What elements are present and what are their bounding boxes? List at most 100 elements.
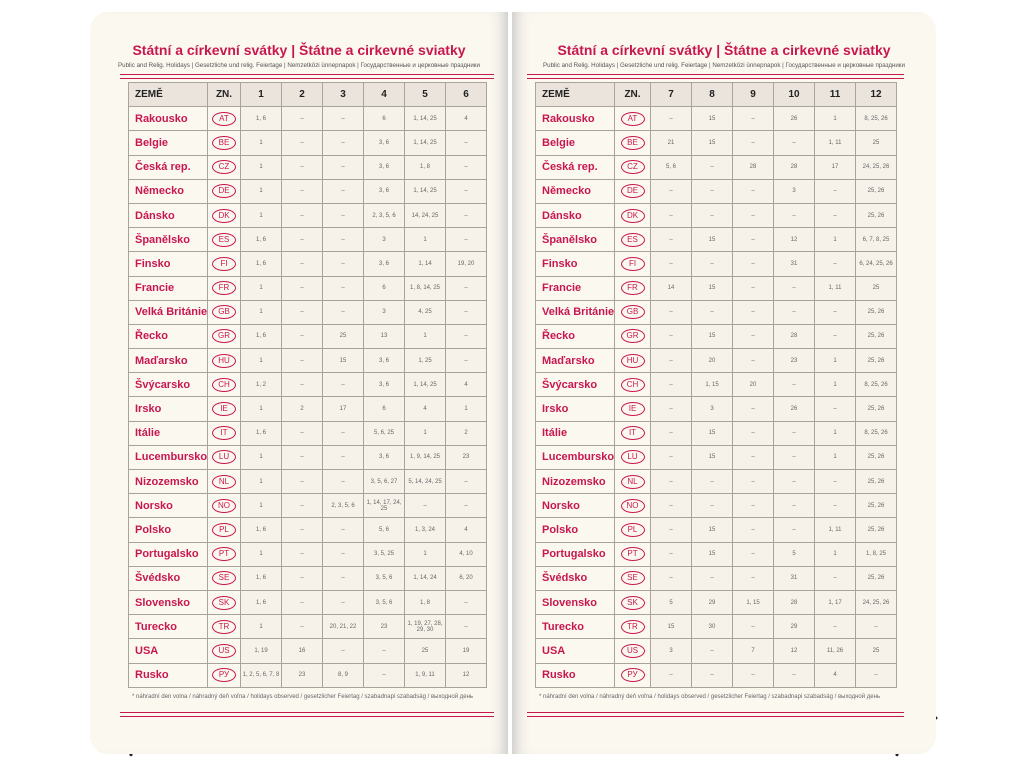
- table-row: Nizozemsko NL 1– –3, 5, 6, 27 5, 14, 24, 25–: [128, 468, 487, 495]
- holiday-dates: 1: [240, 468, 282, 495]
- holiday-dates: 31: [773, 565, 815, 591]
- header-row: ZEMĚ ZN. 1 2 3 4 5 6: [128, 81, 487, 108]
- code-badge: SK: [212, 595, 236, 610]
- holiday-dates: –: [691, 493, 733, 519]
- holiday-dates: 1, 2, 5, 6, 7, 8: [240, 662, 282, 688]
- country-code: BE: [207, 130, 241, 156]
- holiday-dates: 3, 6: [363, 130, 405, 156]
- country-code: NO: [614, 493, 651, 519]
- holiday-dates: 3: [363, 299, 405, 325]
- holiday-dates: 25, 26: [855, 493, 897, 519]
- country-name: Maďarsko: [128, 348, 208, 374]
- holiday-dates: –: [732, 227, 774, 253]
- holiday-dates: 26: [773, 106, 815, 132]
- country-name: Velká Británie: [128, 299, 208, 325]
- holiday-dates: –: [691, 565, 733, 591]
- table-row: Maďarsko HU –20–23 1 25, 26: [535, 348, 897, 374]
- country-code: TR: [207, 614, 241, 640]
- holiday-dates: –: [445, 493, 487, 519]
- code-badge: DE: [212, 184, 236, 199]
- holiday-dates: 29: [773, 614, 815, 640]
- holiday-dates: 20: [732, 372, 774, 398]
- holiday-dates: –: [732, 323, 774, 350]
- holiday-dates: –: [814, 323, 856, 350]
- code-badge: PT: [212, 547, 236, 562]
- code-badge: NL: [620, 474, 645, 489]
- holiday-dates: 1: [240, 396, 282, 422]
- code-badge: HU: [620, 353, 645, 368]
- holiday-dates: –: [445, 154, 487, 180]
- header-cell: 12: [855, 81, 897, 108]
- code-badge: NL: [212, 474, 236, 489]
- header-row: ZEMĚ ZN. 7 8 9 10 11 12: [535, 81, 897, 108]
- holiday-dates: 25, 26: [855, 444, 897, 471]
- holiday-dates: 29: [691, 589, 733, 616]
- footnote: * náhradní den volna / náhradný deň voľn…: [539, 694, 881, 700]
- country-name: Francie: [535, 275, 615, 301]
- holiday-dates: –: [814, 299, 856, 325]
- header-cell: 8: [691, 81, 733, 108]
- holiday-dates: –: [281, 323, 323, 350]
- holiday-dates: –: [281, 517, 323, 543]
- holiday-dates: –: [773, 468, 815, 495]
- table-row: Slovensko SK 5 29 1, 15 28 1, 17 24, 25, 26: [535, 589, 897, 616]
- country-code: GR: [207, 323, 241, 350]
- holiday-dates: 2: [281, 396, 323, 422]
- country-name: Švédsko: [535, 565, 615, 591]
- holiday-dates: 21: [650, 130, 692, 156]
- code-badge: LU: [620, 450, 645, 465]
- table-row: Finsko FI 1, 6– –3, 6 1, 14 19, 20: [128, 251, 487, 277]
- code-badge: US: [620, 643, 645, 658]
- holiday-dates: –: [814, 565, 856, 591]
- holiday-dates: –: [322, 130, 364, 156]
- holiday-dates: 25, 26: [855, 565, 897, 591]
- holiday-dates: 5, 6: [650, 154, 692, 180]
- table-row: Švýcarsko CH –1, 15 20–1 8, 25, 26: [535, 372, 897, 398]
- holiday-dates: 25: [404, 638, 446, 664]
- holiday-dates: 5: [650, 589, 692, 616]
- holiday-dates: 1: [404, 541, 446, 567]
- country-name: Rakousko: [535, 106, 615, 132]
- holiday-dates: –: [732, 251, 774, 277]
- country-code: IT: [207, 420, 241, 446]
- holiday-dates: –: [691, 202, 733, 229]
- table-row: Rakousko AT 1, 6– –6 1, 14, 25 4: [128, 106, 487, 132]
- holiday-dates: –: [281, 202, 323, 229]
- page-subtitle: Public and Relig. Holidays | Gesetzliche…: [118, 62, 480, 69]
- holiday-dates: –: [445, 130, 487, 156]
- holiday-table: ZEMĚ ZN. 1 2 3 4 5 6 Rakousko AT 1, 6– –6 1, 14, 25 4…: [128, 81, 487, 688]
- header-cell: 4: [363, 81, 405, 108]
- holiday-dates: –: [445, 202, 487, 229]
- holiday-dates: –: [773, 662, 815, 688]
- holiday-dates: –: [322, 589, 364, 616]
- holiday-dates: –: [691, 662, 733, 688]
- holiday-dates: 17: [814, 154, 856, 180]
- holiday-dates: –: [814, 178, 856, 204]
- holiday-dates: –: [773, 517, 815, 543]
- holiday-dates: –: [322, 444, 364, 471]
- holiday-dates: 28: [732, 154, 774, 180]
- holiday-dates: 1, 6: [240, 251, 282, 277]
- code-badge: PT: [620, 547, 645, 562]
- holiday-dates: 1, 14, 25: [404, 178, 446, 204]
- table-row: Portugalsko PT 1– –3, 5, 25 1 4, 10: [128, 541, 487, 567]
- country-code: CH: [207, 372, 241, 398]
- country-code: GB: [614, 299, 651, 325]
- holiday-dates: 1, 14, 24: [404, 565, 446, 591]
- country-name: Francie: [128, 275, 208, 301]
- country-code: IE: [207, 396, 241, 422]
- country-name: Belgie: [128, 130, 208, 156]
- holiday-dates: 31: [773, 251, 815, 277]
- holiday-dates: –: [445, 178, 487, 204]
- country-code: PT: [614, 541, 651, 567]
- holiday-dates: 28: [773, 154, 815, 180]
- holiday-dates: –: [773, 420, 815, 446]
- country-name: Řecko: [535, 323, 615, 350]
- holiday-dates: –: [691, 251, 733, 277]
- holiday-dates: 5, 14, 24, 25: [404, 468, 446, 495]
- holiday-dates: 13: [363, 323, 405, 350]
- holiday-dates: 4: [814, 662, 856, 688]
- holiday-dates: –: [322, 638, 364, 664]
- holiday-dates: –: [773, 202, 815, 229]
- table-row: Itálie IT 1, 6– –5, 6, 25 1 2: [128, 420, 487, 446]
